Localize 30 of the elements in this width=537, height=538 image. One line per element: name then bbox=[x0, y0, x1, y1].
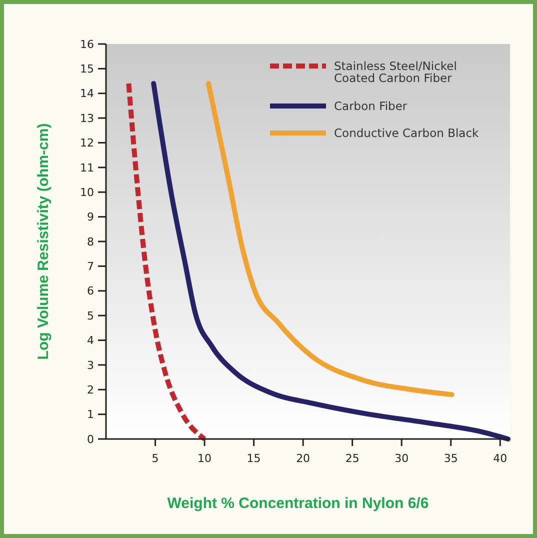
x-tick-label: 15 bbox=[246, 452, 261, 465]
x-tick-label: 20 bbox=[296, 452, 310, 465]
y-tick-label: 7 bbox=[87, 260, 94, 274]
y-tick-label: 4 bbox=[87, 334, 94, 348]
y-tick-label: 8 bbox=[87, 235, 94, 248]
y-tick-label: 13 bbox=[80, 112, 94, 125]
y-tick-label: 15 bbox=[80, 62, 94, 76]
y-tick-label: 6 bbox=[87, 284, 94, 298]
x-axis-title: Weight % Concentration in Nylon 6/6 bbox=[167, 495, 429, 512]
y-tick-label: 0 bbox=[87, 432, 94, 446]
y-tick-label: 9 bbox=[87, 210, 94, 224]
y-tick-label: 11 bbox=[80, 161, 94, 174]
y-tick-label: 10 bbox=[80, 186, 94, 199]
x-tick-label: 25 bbox=[345, 452, 360, 465]
y-tick-label: 5 bbox=[87, 309, 94, 322]
x-tick-label: 30 bbox=[394, 452, 409, 465]
legend-label: Conductive Carbon Black bbox=[334, 126, 480, 140]
y-axis-title: Log Volume Resistivity (ohm-cm) bbox=[35, 123, 52, 360]
y-tick-label: 12 bbox=[80, 136, 94, 150]
x-tick-label: 10 bbox=[198, 452, 212, 465]
x-tick-label: 5 bbox=[152, 452, 159, 465]
y-tick-label: 3 bbox=[87, 358, 94, 372]
y-tick-label: 2 bbox=[87, 383, 94, 396]
y-tick-label: 1 bbox=[87, 408, 94, 422]
x-tick-label: 40 bbox=[493, 452, 508, 465]
legend-label: Stainless Steel/Nickel Coated Carbon Fiber bbox=[334, 59, 457, 85]
legend-label: Carbon Fiber bbox=[334, 99, 408, 113]
x-tick-label: 35 bbox=[444, 452, 458, 465]
y-tick-label: 14 bbox=[80, 87, 94, 100]
y-tick-label: 16 bbox=[80, 38, 94, 51]
